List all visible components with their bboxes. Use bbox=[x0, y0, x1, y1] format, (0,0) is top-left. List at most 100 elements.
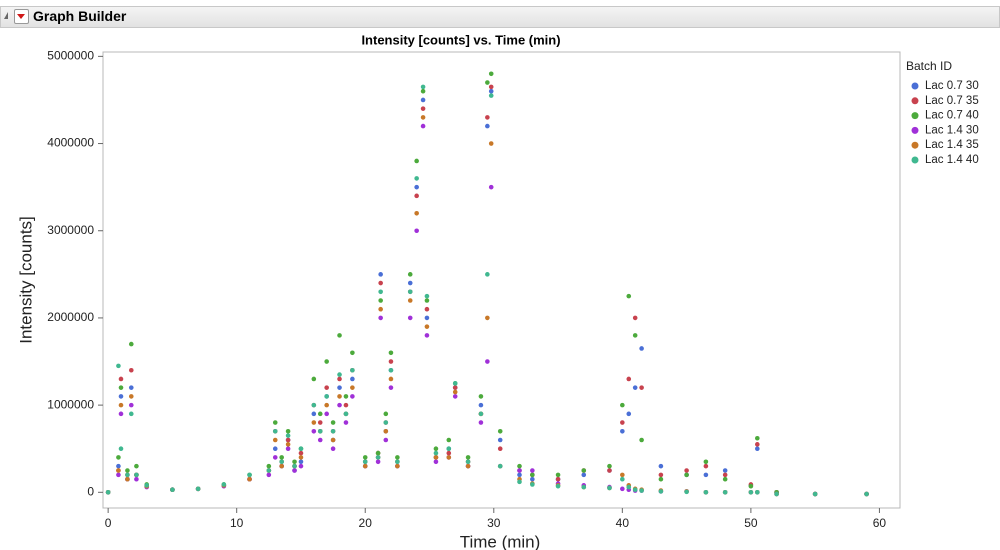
point bbox=[395, 455, 400, 460]
point bbox=[446, 446, 452, 452]
point bbox=[292, 463, 297, 469]
point bbox=[632, 385, 638, 390]
point bbox=[195, 486, 201, 492]
y-tick-label: 2000000 bbox=[47, 310, 94, 324]
point bbox=[485, 315, 490, 321]
point bbox=[324, 402, 329, 408]
x-tick-label: 40 bbox=[616, 516, 630, 530]
series-points bbox=[105, 84, 869, 497]
point bbox=[446, 437, 452, 443]
point bbox=[337, 394, 342, 399]
point bbox=[337, 402, 342, 408]
point bbox=[452, 381, 458, 386]
point bbox=[658, 472, 664, 478]
point bbox=[378, 280, 383, 286]
point bbox=[116, 468, 121, 473]
point bbox=[388, 359, 394, 364]
legend-label: Lac 1.4 40 bbox=[925, 154, 979, 166]
point bbox=[388, 385, 394, 390]
point bbox=[465, 463, 471, 469]
legend-label: Lac 0.7 35 bbox=[925, 95, 979, 107]
point bbox=[620, 402, 625, 408]
point bbox=[626, 376, 632, 382]
point bbox=[407, 289, 413, 295]
point bbox=[485, 123, 490, 129]
point bbox=[337, 372, 342, 377]
outline-header: Graph Builder bbox=[0, 6, 1000, 28]
point bbox=[555, 472, 561, 478]
point bbox=[632, 487, 638, 492]
point bbox=[620, 486, 625, 492]
point bbox=[488, 141, 494, 146]
point bbox=[497, 437, 503, 443]
point bbox=[116, 463, 121, 469]
point bbox=[748, 483, 754, 489]
point bbox=[755, 490, 760, 495]
legend-marker bbox=[911, 112, 919, 120]
point bbox=[118, 394, 124, 399]
point bbox=[478, 402, 484, 408]
point bbox=[317, 420, 323, 425]
point bbox=[285, 433, 291, 438]
point bbox=[414, 228, 419, 234]
red-triangle-menu[interactable] bbox=[14, 9, 29, 24]
point bbox=[581, 468, 587, 473]
point bbox=[420, 123, 426, 129]
point bbox=[311, 420, 317, 425]
point bbox=[118, 385, 124, 390]
point bbox=[285, 428, 291, 434]
point bbox=[311, 376, 317, 382]
point bbox=[407, 280, 413, 286]
point bbox=[722, 472, 728, 478]
point bbox=[722, 468, 728, 473]
point bbox=[317, 428, 323, 434]
point bbox=[266, 463, 272, 469]
point bbox=[118, 402, 124, 408]
legend-marker bbox=[911, 82, 919, 90]
point bbox=[632, 333, 638, 338]
point bbox=[452, 385, 458, 390]
point bbox=[684, 489, 689, 495]
point bbox=[414, 211, 419, 216]
point bbox=[639, 488, 644, 493]
point bbox=[581, 484, 587, 490]
x-tick-label: 10 bbox=[230, 516, 244, 530]
window-title: Graph Builder bbox=[33, 8, 127, 24]
point bbox=[272, 428, 278, 434]
point bbox=[378, 272, 383, 277]
point bbox=[362, 455, 368, 460]
point bbox=[433, 450, 439, 456]
point bbox=[465, 459, 471, 465]
point bbox=[383, 428, 389, 434]
point bbox=[116, 472, 121, 478]
point bbox=[488, 93, 494, 98]
y-tick-label: 0 bbox=[87, 484, 94, 498]
point bbox=[272, 437, 278, 443]
point bbox=[298, 450, 304, 456]
point bbox=[388, 376, 394, 382]
point bbox=[488, 84, 494, 90]
point bbox=[639, 346, 644, 351]
x-tick-label: 60 bbox=[873, 516, 887, 530]
point bbox=[626, 484, 632, 490]
point bbox=[517, 468, 522, 473]
point bbox=[658, 489, 664, 494]
point bbox=[285, 446, 291, 452]
point bbox=[703, 472, 709, 478]
point bbox=[383, 437, 389, 443]
point bbox=[478, 394, 484, 399]
point bbox=[433, 459, 439, 465]
point bbox=[414, 158, 419, 164]
point bbox=[703, 463, 709, 469]
point bbox=[324, 394, 329, 399]
point bbox=[350, 367, 355, 373]
disclosure-icon[interactable] bbox=[4, 12, 8, 19]
legend-marker bbox=[911, 141, 919, 149]
point bbox=[774, 491, 779, 497]
point bbox=[703, 459, 709, 465]
point bbox=[620, 428, 625, 434]
point bbox=[362, 463, 368, 469]
point bbox=[530, 468, 535, 473]
point bbox=[488, 184, 494, 190]
